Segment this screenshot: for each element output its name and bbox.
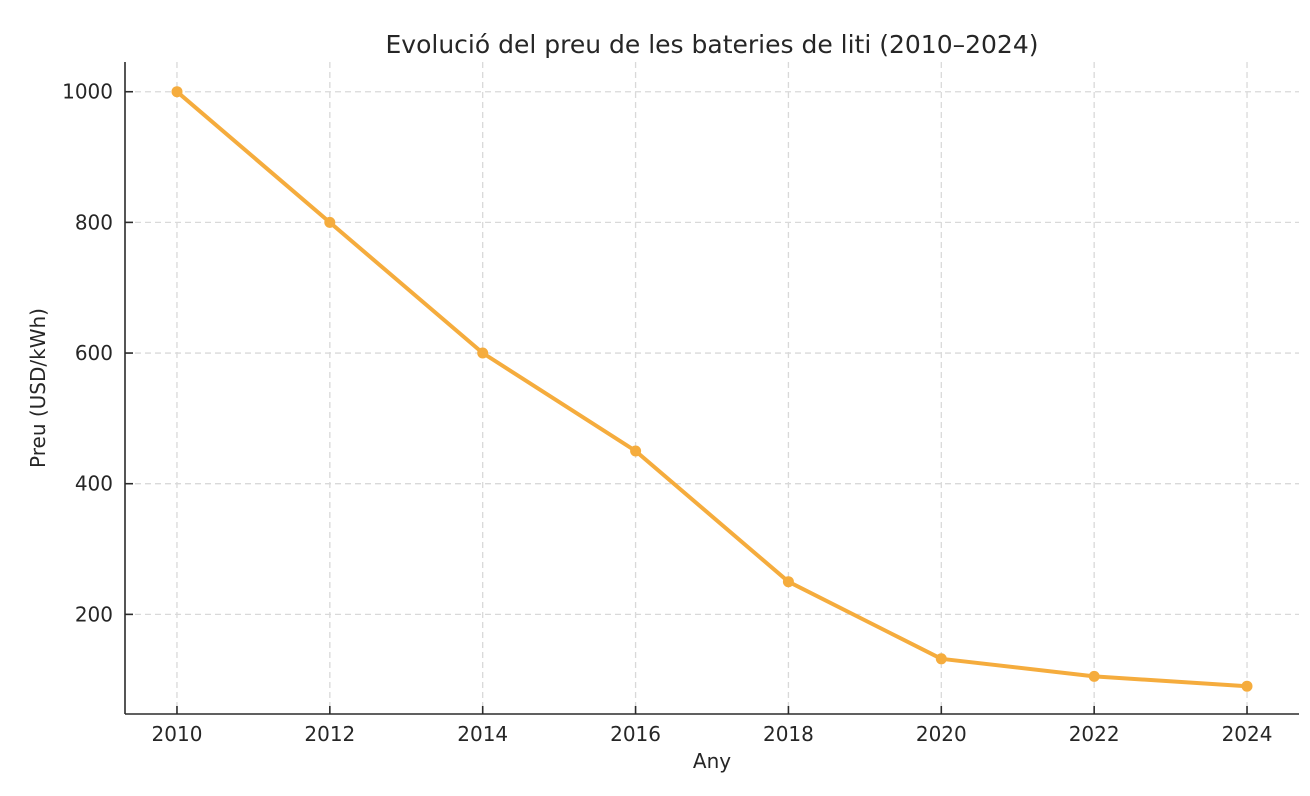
data-point-2018: [782, 576, 794, 588]
x-tick-label: 2024: [1222, 722, 1273, 746]
data-point-2012: [324, 216, 336, 228]
x-tick-label: 2018: [763, 722, 814, 746]
y-tick-label: 600: [75, 341, 113, 365]
x-tick-label: 2010: [152, 722, 203, 746]
data-point-2010: [171, 86, 183, 98]
y-tick-label: 800: [75, 210, 113, 234]
x-axis-label: Any: [692, 749, 732, 773]
data-point-2024: [1241, 680, 1253, 692]
data-point-2020: [935, 653, 947, 665]
data-point-2016: [630, 445, 642, 457]
x-tick-label: 2016: [610, 722, 661, 746]
price-line: [175, 89, 1249, 689]
data-point-2022: [1088, 670, 1100, 682]
y-tick-label: 200: [75, 602, 113, 626]
x-tick-label: 2012: [304, 722, 355, 746]
data-point-2014: [477, 347, 489, 359]
y-tick-label: 400: [75, 472, 113, 496]
chart-title: Evolució del preu de les bateries de lit…: [385, 30, 1039, 59]
x-tick-label: 2014: [457, 722, 508, 746]
y-tick-label: 1000: [62, 80, 113, 104]
x-tick-label: 2020: [916, 722, 967, 746]
x-tick-label: 2022: [1069, 722, 1120, 746]
